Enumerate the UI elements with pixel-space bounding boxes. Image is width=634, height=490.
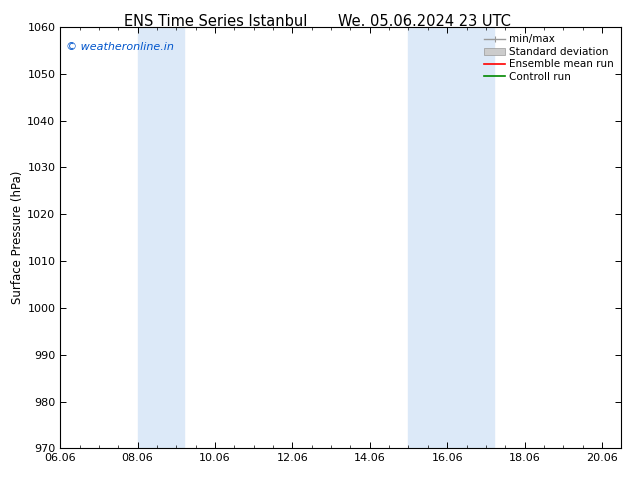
Bar	[138, 27, 184, 448]
Text: ENS Time Series Istanbul: ENS Time Series Istanbul	[124, 14, 307, 29]
Y-axis label: Surface Pressure (hPa): Surface Pressure (hPa)	[11, 171, 25, 304]
Bar	[408, 27, 494, 448]
Text: We. 05.06.2024 23 UTC: We. 05.06.2024 23 UTC	[339, 14, 511, 29]
Legend: min/max, Standard deviation, Ensemble mean run, Controll run: min/max, Standard deviation, Ensemble me…	[482, 32, 616, 84]
Text: © weatheronline.in: © weatheronline.in	[66, 42, 174, 52]
